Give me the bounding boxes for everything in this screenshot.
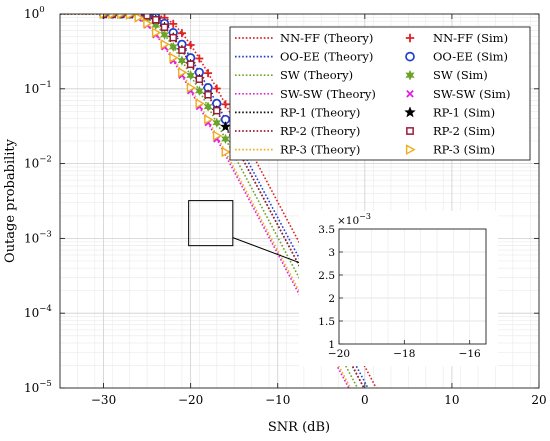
x-axis-label: SNR (dB) [268,420,330,435]
square-marker [152,16,160,24]
y-tick-label: 10−3 [24,229,52,245]
legend-entry-label: RP-3 (Sim) [433,143,495,157]
square-marker [160,23,169,31]
triangle-marker [186,82,197,93]
legend-entry-label: SW-SW (Theory) [280,87,376,101]
hexstar-marker [405,69,415,81]
hexstar-marker [220,133,230,145]
square-marker [406,127,414,135]
inset-y-tick-label: 2 [328,293,335,305]
inset-y-tick-label: 1.5 [318,316,335,328]
plus-marker [177,29,186,38]
x-tick-label: −20 [178,393,203,407]
y-tick-label: 10−1 [24,80,52,96]
main-ticks: −30 −20 −10 0 10 20 10−5 10−4 10−3 10−2 10−1 100 [24,5,547,407]
square-marker [213,106,221,115]
y-tick-label: 10−5 [24,379,52,395]
legend: NN-FF (Theory) OO-EE (Theory) SW (Theory) S… [229,26,531,161]
legend-entry-label: SW (Theory) [280,68,353,82]
triangle-marker [134,14,144,23]
circle-marker [405,51,415,62]
inset-x-tick-label: −18 [393,348,415,360]
hexstar-marker [194,85,204,97]
legend-entry-label: OO-EE (Sim) [433,50,508,64]
inset-y-tick-label: 1 [328,339,335,351]
triangle-marker [195,98,205,109]
y-tick-label: 10−2 [24,155,52,171]
plus-marker [169,19,178,28]
zoom-box [188,200,234,247]
inset-y-tick-label: 3.5 [318,224,335,236]
y-tick-label: 10−4 [24,304,52,320]
inset-x-tick-label: −20 [328,348,350,360]
x-marker [406,90,414,98]
hexstar-marker [212,117,222,128]
inset-x-tick-label: −16 [459,348,481,360]
square-marker [204,90,212,99]
main-axes-frame [59,13,540,389]
triangle-marker [160,39,170,50]
plus-marker [186,40,195,49]
square-marker [143,14,151,20]
legend-entry-label: RP-1 (Theory) [280,105,360,119]
triangle-marker [125,14,136,20]
legend-entry-label: RP-2 (Theory) [280,124,360,138]
legend-entry-label: OO-EE (Theory) [280,50,373,64]
square-marker [178,46,186,54]
legend-entry-label: NN-FF (Theory) [280,31,373,45]
triangle-marker [178,67,188,78]
star-marker [219,120,232,132]
legend-entry-label: RP-2 (Sim) [433,124,495,138]
legend-entry-label: NN-FF (Sim) [433,31,508,45]
inset-y-tick-label: 2.5 [318,270,335,282]
triangle-marker [169,52,179,63]
y-tick-label: 100 [24,5,45,21]
hexstar-marker [177,55,187,66]
square-marker [186,60,195,68]
x-tick-label: 10 [444,393,459,407]
inset-y-tick-label: 3 [328,247,335,259]
triangle-marker [204,114,214,125]
y-axis-label: Outage probability [3,138,18,263]
inset-exponent-label: ×10−3 [337,212,371,227]
square-marker [195,75,204,83]
square-marker [169,33,177,42]
x-tick-label: 20 [531,393,546,407]
triangle-marker [405,144,416,155]
legend-entry-label: RP-3 (Theory) [280,143,360,157]
triangle-marker [151,27,162,38]
plus-marker [221,100,230,109]
triangle-marker [221,146,231,158]
legend-entry-label: RP-1 (Sim) [433,105,495,119]
x-tick-label: −30 [91,393,116,407]
plus-marker [195,54,204,63]
inset-background [299,211,498,366]
legend-box [229,26,531,161]
plus-marker [212,84,221,93]
x-tick-label: −10 [265,393,290,407]
inset-frame [338,228,487,345]
plus-marker [204,69,213,78]
triangle-marker [143,18,153,29]
plus-marker [405,33,415,43]
x-tick-label: 0 [361,393,369,407]
inset-zoom-plot: −20 −18 −16 1 1.5 2 2.5 3 3.5×10−3 [299,211,498,366]
legend-entry-label: SW (Sim) [433,68,488,82]
sim-series [100,14,240,148]
star-marker [404,106,416,118]
legend-entry-label: SW-SW (Sim) [433,87,511,101]
triangle-marker [212,130,223,141]
hexstar-marker [203,101,213,112]
hexstar-marker [186,70,196,81]
